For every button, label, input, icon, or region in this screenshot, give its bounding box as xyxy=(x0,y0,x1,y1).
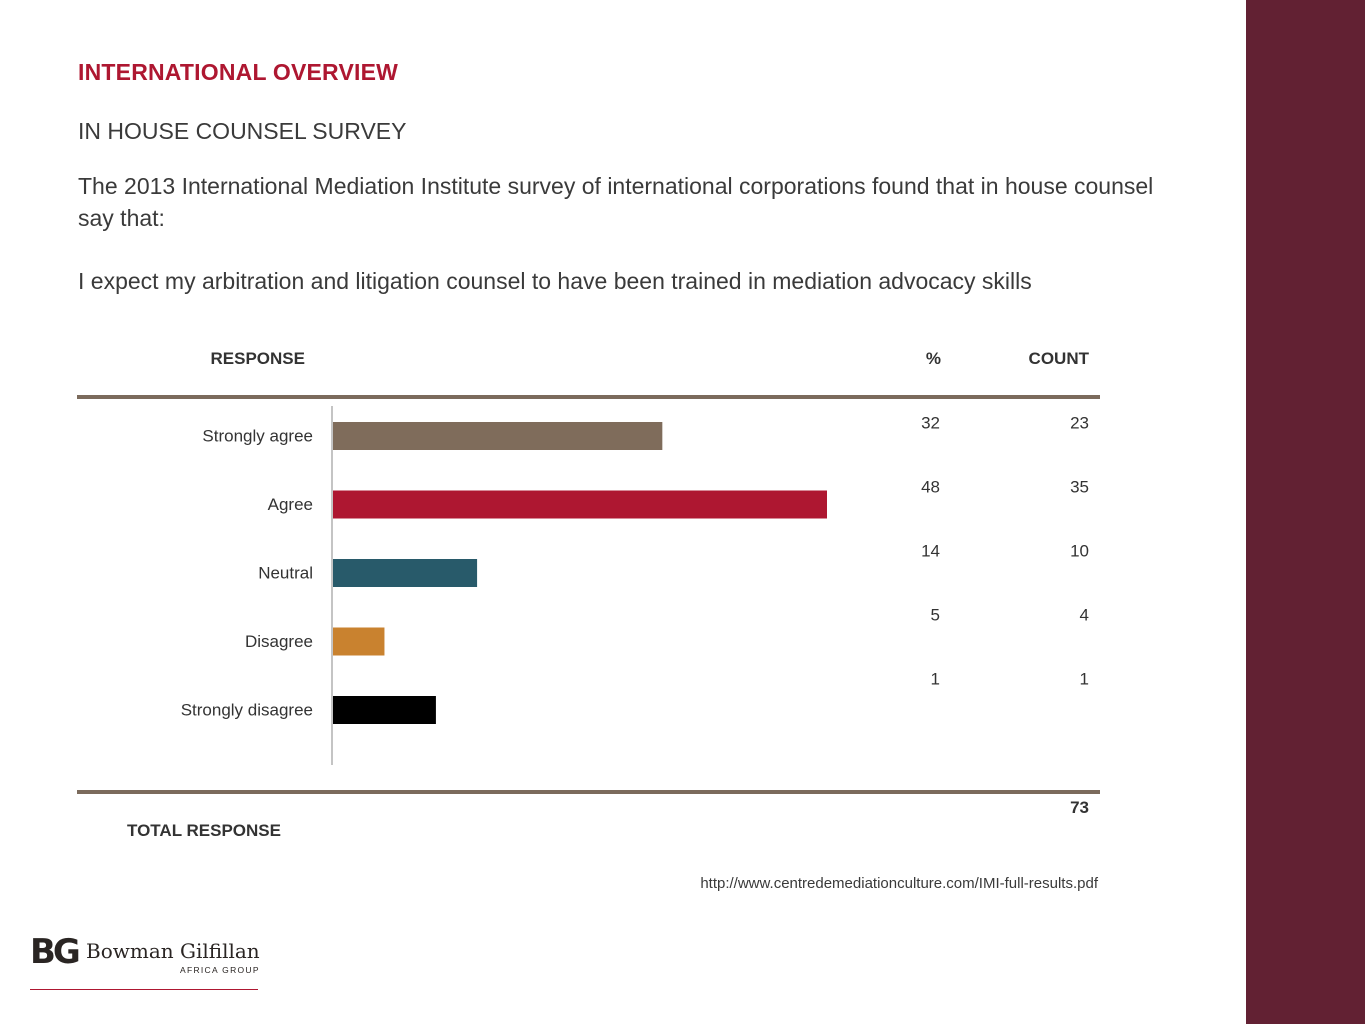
percent-value: 5 xyxy=(931,605,940,624)
response-column-header: RESPONSE xyxy=(210,349,305,368)
footer-rule xyxy=(77,790,1100,794)
percent-value: 32 xyxy=(921,413,940,432)
category-label: Strongly agree xyxy=(202,426,313,445)
total-response-label: TOTAL RESPONSE xyxy=(127,821,281,840)
percent-value: 14 xyxy=(921,541,940,560)
total-response-value: 73 xyxy=(1070,798,1089,817)
logo-mark: BG xyxy=(30,932,81,972)
page-title: INTERNATIONAL OVERVIEW xyxy=(78,59,399,85)
percent-value: 48 xyxy=(921,477,940,496)
category-label: Strongly disagree xyxy=(181,700,313,719)
source-link[interactable]: http://www.centredemediationculture.com/… xyxy=(700,875,1098,892)
count-value: 10 xyxy=(1070,541,1089,560)
company-logo: BG Bowman Gilfillan AFRICA GROUP xyxy=(30,934,260,992)
logo-name: Bowman Gilfillan xyxy=(86,939,260,963)
count-column-header: COUNT xyxy=(1028,349,1089,368)
category-label: Neutral xyxy=(258,563,313,582)
side-bar xyxy=(1246,0,1365,1024)
category-label: Agree xyxy=(268,495,313,514)
percent-column-header: % xyxy=(925,349,941,368)
logo-underline xyxy=(30,989,258,990)
count-value: 23 xyxy=(1070,413,1089,432)
intro-text: The 2013 International Mediation Institu… xyxy=(78,173,1154,231)
bar-neutral xyxy=(333,559,478,587)
bar-strongly-disagree xyxy=(333,696,436,724)
header-rule xyxy=(77,395,1100,399)
bar-strongly-agree xyxy=(333,422,663,450)
count-value: 1 xyxy=(1080,669,1089,688)
logo-subtitle: AFRICA GROUP xyxy=(180,965,260,975)
percent-value: 1 xyxy=(931,669,940,688)
count-value: 35 xyxy=(1070,477,1089,496)
page-subtitle: IN HOUSE COUNSEL SURVEY xyxy=(78,118,407,144)
survey-statement: I expect my arbitration and litigation c… xyxy=(78,268,1032,294)
category-label: Disagree xyxy=(245,632,313,651)
bar-disagree xyxy=(333,627,385,656)
bar-agree xyxy=(333,490,827,519)
count-value: 4 xyxy=(1080,605,1089,624)
